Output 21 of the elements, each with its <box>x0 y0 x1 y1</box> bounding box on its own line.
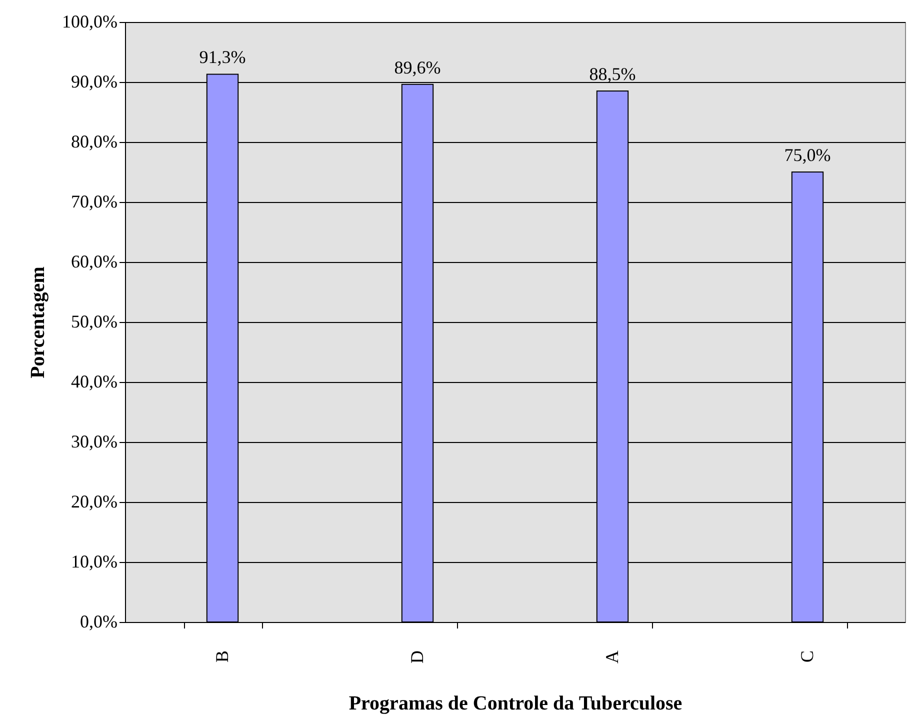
data-label: 75,0% <box>784 145 831 165</box>
y-tick-label: 40,0% <box>71 372 118 392</box>
y-tick-label: 10,0% <box>71 552 118 572</box>
y-tick-label: 0,0% <box>80 612 118 632</box>
data-label: 89,6% <box>394 57 441 78</box>
x-tick-label: B <box>212 650 232 663</box>
y-tick-label: 30,0% <box>71 432 118 452</box>
x-tick-label: C <box>797 650 817 663</box>
y-axis-title: Porcentagem <box>27 266 50 378</box>
y-tick-label: 20,0% <box>71 492 118 512</box>
x-tick-label: A <box>602 650 622 664</box>
y-tick-label: 80,0% <box>71 132 118 152</box>
x-axis-title: Programas de Controle da Tuberculose <box>348 692 682 714</box>
data-label: 91,3% <box>199 47 246 68</box>
y-tick-label: 90,0% <box>71 72 118 92</box>
x-tick-label: D <box>407 650 427 664</box>
y-tick-label: 70,0% <box>71 192 118 212</box>
data-label: 88,5% <box>589 64 636 84</box>
y-tick-label: 60,0% <box>71 252 118 272</box>
y-tick-label: 50,0% <box>71 312 118 332</box>
y-tick-label: 100,0% <box>62 12 118 32</box>
